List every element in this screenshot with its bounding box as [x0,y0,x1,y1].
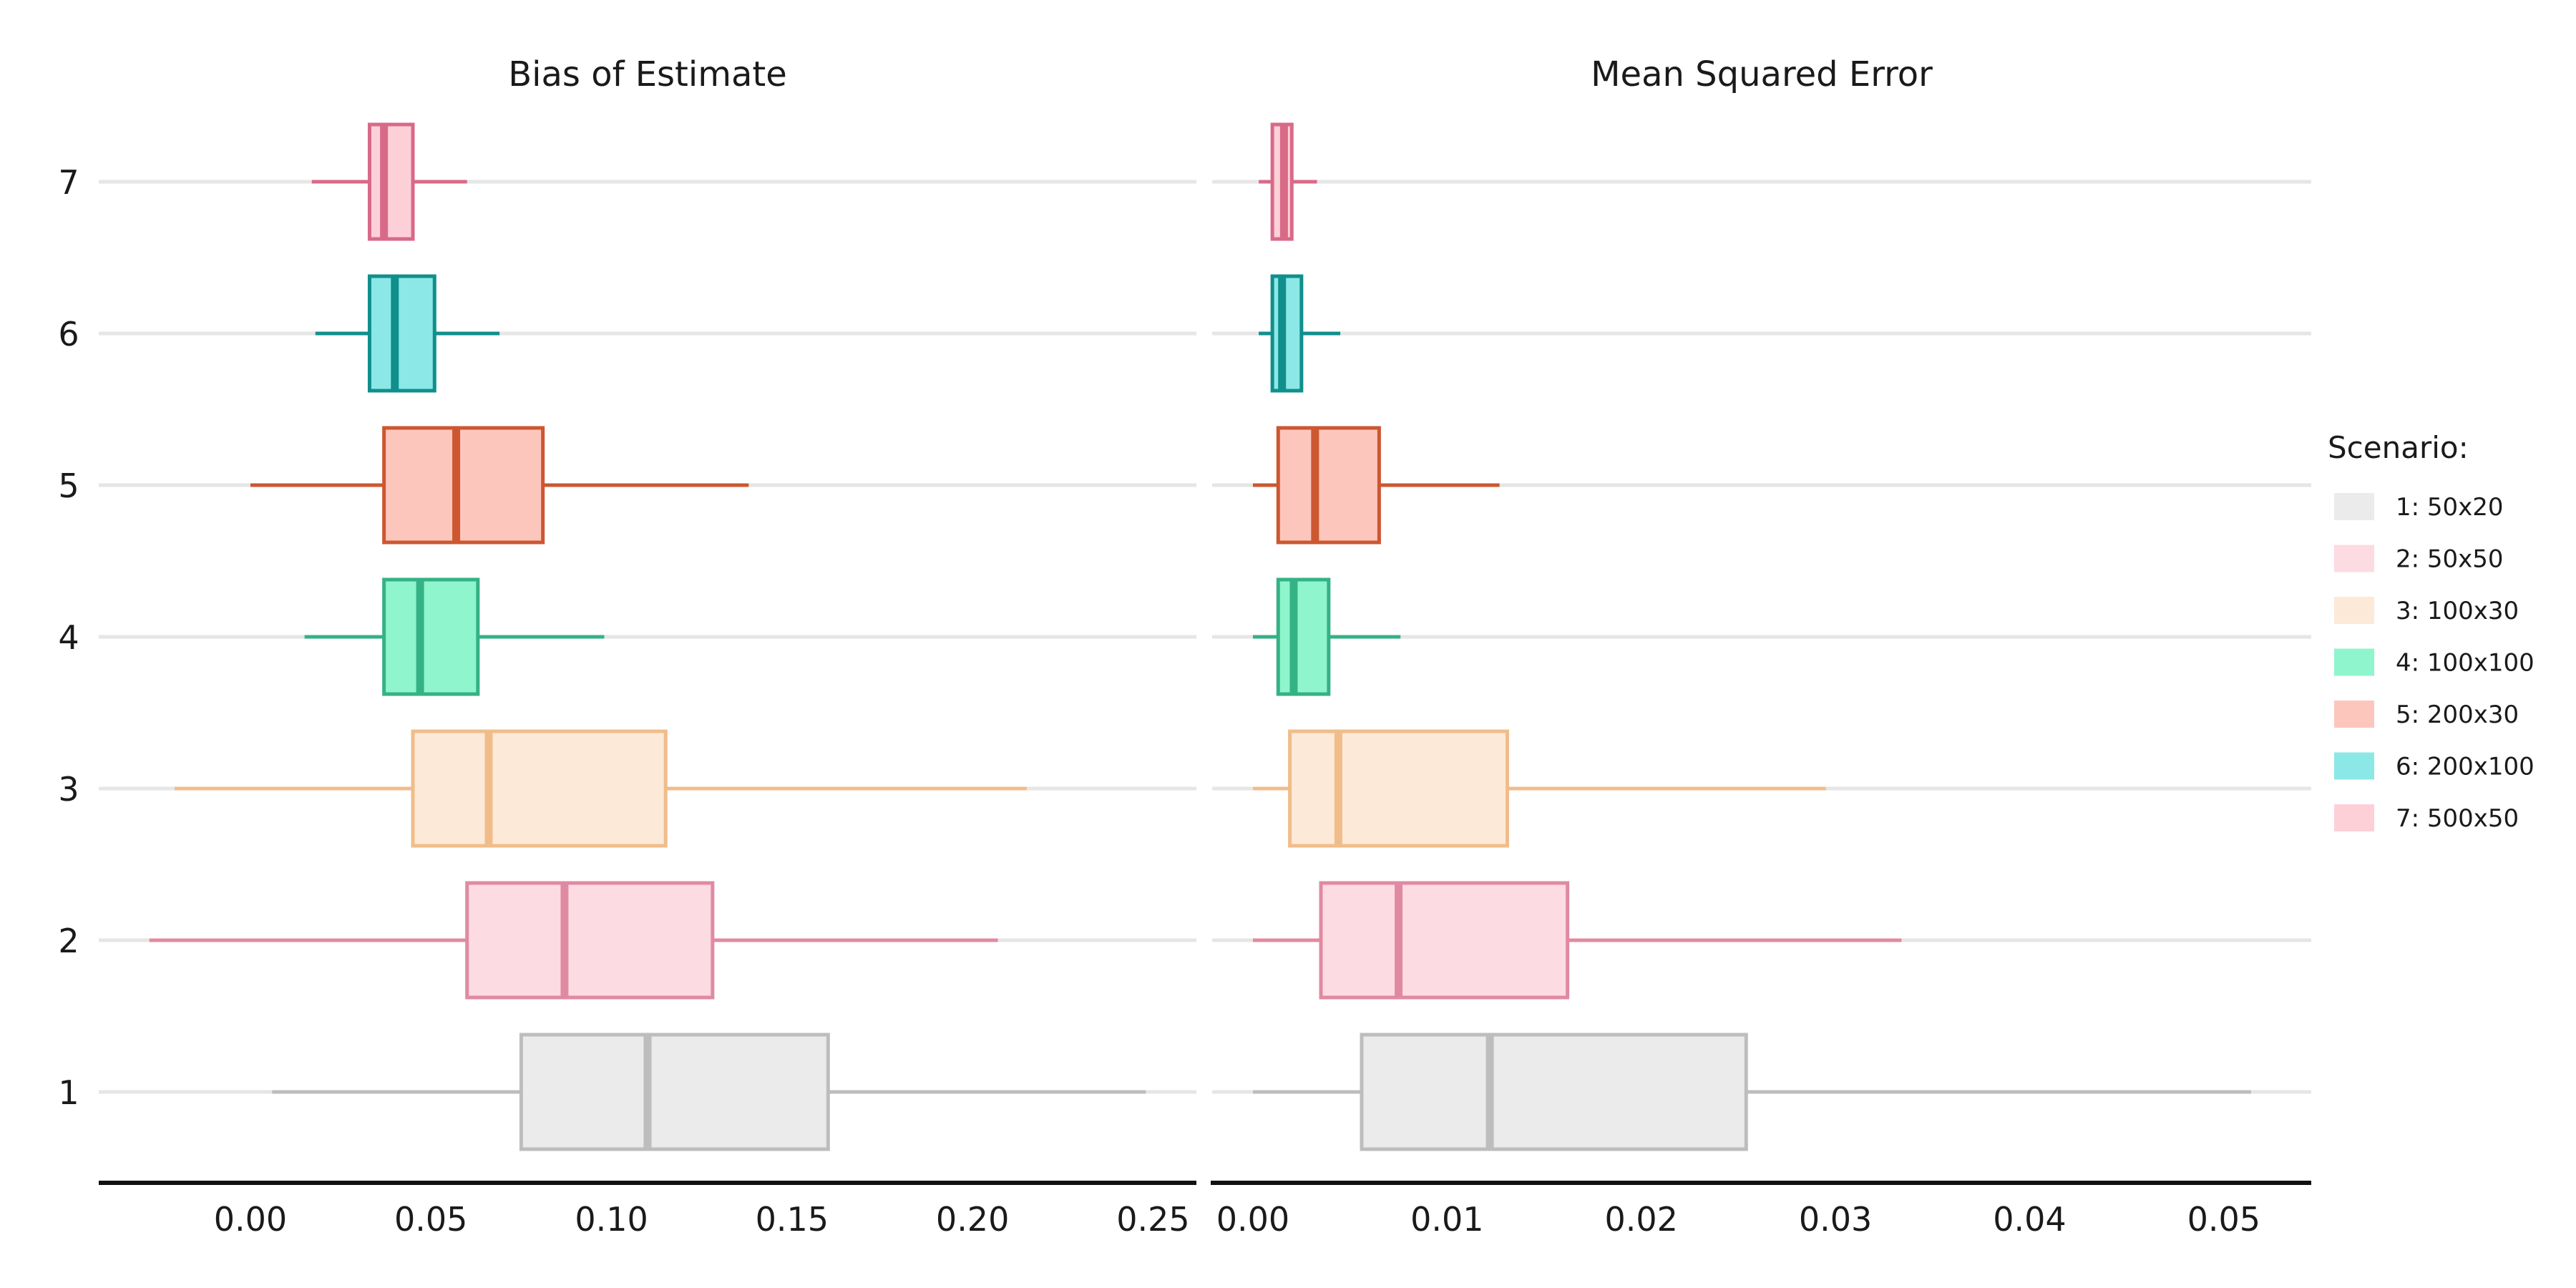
box-scenario-1 [272,1033,1146,1151]
box-iqr-5 [382,426,545,545]
boxes-mse [1252,122,2251,1151]
legend-label-1: 1: 50x20 [2396,493,2504,522]
box-scenario-6 [1259,274,1341,393]
legend-item-3: 3: 100x30 [2334,597,2519,625]
box-scenario-5 [1252,426,1500,545]
y-tick-label-7: 7 [58,163,79,202]
panel-mean-squared-error: Mean Squared Error 0.00 0.01 0.02 0.03 0.04 0… [1211,54,2311,1239]
box-iqr-6 [1270,274,1304,393]
x-tick-label-0.00: 0.00 [1216,1200,1289,1239]
box-scenario-5 [250,426,749,545]
x-tick-label-0.02: 0.02 [1605,1200,1678,1239]
legend-item-1: 1: 50x20 [2334,493,2504,522]
legend-item-6: 6: 200x100 [2334,752,2534,781]
box-iqr-4 [382,577,480,696]
box-scenario-2 [149,881,998,1000]
box-scenario-7 [1259,122,1317,241]
box-scenario-3 [1252,729,1826,848]
legend-label-4: 4: 100x100 [2396,649,2534,678]
legend-label-6: 6: 200x100 [2396,753,2534,781]
y-tick-label-3: 3 [58,770,79,809]
box-iqr-2 [1319,881,1570,1000]
x-tick-labels-bias: 0.00 0.05 0.10 0.15 0.20 0.25 [214,1200,1190,1239]
legend-items: 1: 50x20 2: 50x50 3: 100x30 4: 100x100 5: 20… [2334,493,2534,833]
legend-item-4: 4: 100x100 [2334,648,2534,678]
x-tick-label-0.00: 0.00 [214,1200,287,1239]
legend: Scenario: 1: 50x20 2: 50x50 3: 100x30 4: 10… [2328,430,2534,833]
legend-swatch-7 [2334,804,2374,831]
box-scenario-7 [311,122,467,241]
box-scenario-2 [1252,881,1902,1000]
x-tick-label-0.03: 0.03 [1799,1200,1872,1239]
box-scenario-6 [315,274,500,393]
panel-title-bias: Bias of Estimate [508,54,786,94]
legend-swatch-4 [2334,648,2374,676]
y-tick-labels-bias: 1 2 3 4 5 6 7 [58,163,79,1112]
box-scenario-1 [1252,1033,2251,1151]
x-tick-label-0.01: 0.01 [1410,1200,1483,1239]
box-iqr-3 [411,729,668,848]
x-tick-labels-mse: 0.00 0.01 0.02 0.03 0.04 0.05 [1216,1200,2260,1239]
y-tick-label-6: 6 [58,315,79,353]
box-iqr-5 [1276,426,1381,545]
y-tick-label-5: 5 [58,467,79,505]
box-iqr-1 [1360,1033,1748,1151]
box-iqr-1 [519,1033,830,1151]
legend-item-5: 5: 200x30 [2334,701,2519,729]
x-tick-label-0.10: 0.10 [575,1200,648,1239]
x-tick-label-0.04: 0.04 [1993,1200,2066,1239]
y-tick-label-2: 2 [58,922,79,960]
box-scenario-4 [304,577,605,696]
legend-swatch-2 [2334,545,2374,572]
legend-label-2: 2: 50x50 [2396,545,2504,574]
box-iqr-7 [367,122,415,241]
box-scenario-3 [174,729,1027,848]
box-iqr-4 [1276,577,1331,696]
legend-label-3: 3: 100x30 [2396,597,2519,625]
legend-title: Scenario: [2328,430,2469,465]
box-iqr-2 [465,881,715,1000]
x-tick-label-0.25: 0.25 [1116,1200,1189,1239]
x-tick-label-0.20: 0.20 [936,1200,1009,1239]
legend-swatch-5 [2334,701,2374,728]
x-tick-label-0.05: 0.05 [2187,1200,2260,1239]
legend-label-7: 7: 500x50 [2396,804,2519,833]
panel-title-mse: Mean Squared Error [1591,54,1933,94]
legend-item-2: 2: 50x50 [2334,545,2504,574]
y-tick-label-4: 4 [58,618,79,657]
x-tick-label-0.05: 0.05 [394,1200,467,1239]
panel-bias-of-estimate: Bias of Estimate 1 2 3 4 5 6 7 0.00 0.05 0.10 0.1… [58,54,1196,1239]
legend-swatch-3 [2334,597,2374,624]
legend-swatch-1 [2334,493,2374,520]
legend-item-7: 7: 500x50 [2334,804,2519,833]
box-iqr-3 [1288,729,1509,848]
box-scenario-4 [1252,577,1401,696]
legend-label-5: 5: 200x30 [2396,701,2519,729]
box-iqr-6 [367,274,436,393]
legend-swatch-6 [2334,752,2374,780]
y-tick-label-1: 1 [58,1073,79,1112]
x-tick-label-0.15: 0.15 [756,1200,829,1239]
boxes-bias [149,122,1146,1151]
